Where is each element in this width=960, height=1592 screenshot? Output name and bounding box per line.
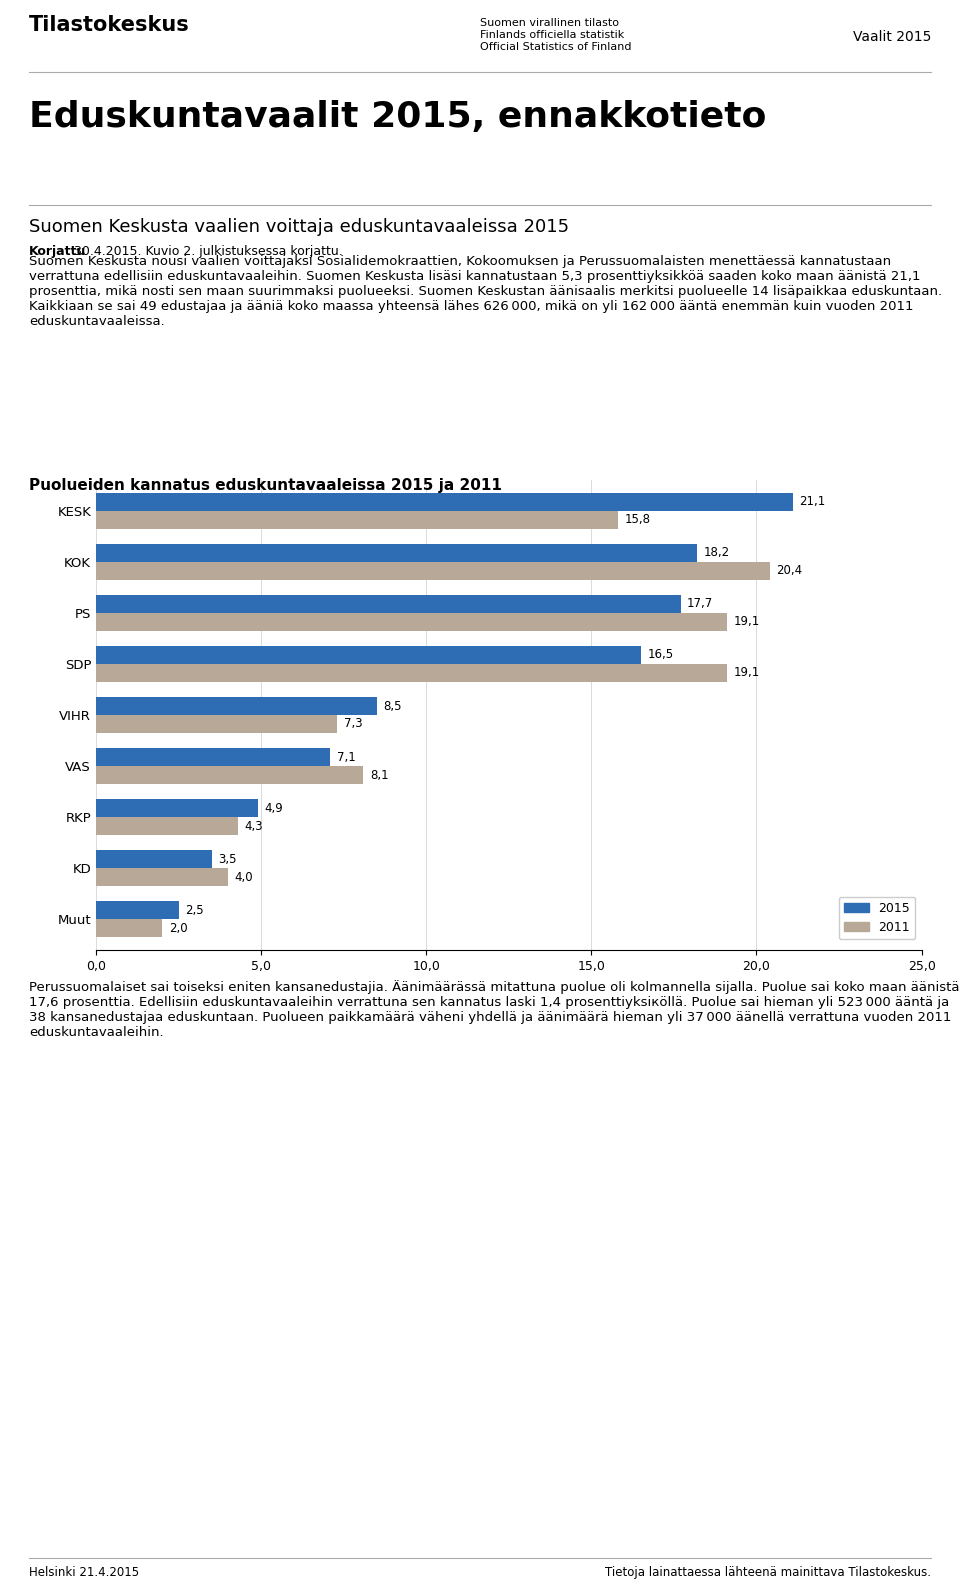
Bar	[96, 766, 364, 783]
Legend: 2015, 2011: 2015, 2011	[839, 896, 915, 939]
Text: 4,3: 4,3	[245, 820, 263, 833]
Text: 7,3: 7,3	[344, 718, 362, 731]
Text: 3,5: 3,5	[218, 853, 237, 866]
Text: 20,4: 20,4	[777, 564, 803, 578]
Text: 2,5: 2,5	[185, 904, 204, 917]
Bar	[96, 613, 727, 630]
Text: Puolueiden kannatus eduskuntavaaleissa 2015 ja 2011: Puolueiden kannatus eduskuntavaaleissa 2…	[29, 478, 502, 494]
Text: 8,1: 8,1	[371, 769, 389, 782]
Bar	[96, 799, 258, 817]
Text: 30.4.2015. Kuvio 2. julkistuksessa korjattu.: 30.4.2015. Kuvio 2. julkistuksessa korja…	[70, 245, 343, 258]
Text: Tietoja lainattaessa lähteenä mainittava Tilastokeskus.: Tietoja lainattaessa lähteenä mainittava…	[605, 1567, 931, 1579]
Bar	[96, 544, 697, 562]
Bar	[96, 494, 793, 511]
Text: 16,5: 16,5	[647, 648, 674, 661]
Bar	[96, 919, 162, 938]
Text: Eduskuntavaalit 2015, ennakkotieto: Eduskuntavaalit 2015, ennakkotieto	[29, 100, 766, 134]
Text: 2,0: 2,0	[169, 922, 187, 935]
Text: Perussuomalaiset sai toiseksi eniten kansanedustajia. Äänimäärässä mitattuna puo: Perussuomalaiset sai toiseksi eniten kan…	[29, 981, 959, 1040]
Text: 8,5: 8,5	[383, 699, 402, 713]
Text: Finlands officiella statistik: Finlands officiella statistik	[480, 30, 624, 40]
Text: Suomen virallinen tilasto: Suomen virallinen tilasto	[480, 18, 619, 29]
Text: 4,0: 4,0	[234, 871, 253, 884]
Bar	[96, 511, 618, 529]
Text: 17,7: 17,7	[687, 597, 713, 610]
Bar	[96, 868, 228, 887]
Bar	[96, 664, 727, 681]
Text: Vaalit 2015: Vaalit 2015	[852, 30, 931, 45]
Bar	[96, 817, 238, 836]
Bar	[96, 595, 681, 613]
Text: Suomen Keskusta vaalien voittaja eduskuntavaaleissa 2015: Suomen Keskusta vaalien voittaja eduskun…	[29, 218, 569, 236]
Text: Tilastokeskus: Tilastokeskus	[29, 14, 189, 35]
Text: 7,1: 7,1	[337, 751, 356, 764]
Text: 4,9: 4,9	[264, 802, 283, 815]
Bar	[96, 697, 376, 715]
Bar	[96, 562, 770, 579]
Text: 15,8: 15,8	[624, 513, 650, 525]
Text: 19,1: 19,1	[733, 667, 759, 680]
Text: 19,1: 19,1	[733, 615, 759, 629]
Bar	[96, 901, 179, 919]
Bar	[96, 748, 330, 766]
Text: Official Statistics of Finland: Official Statistics of Finland	[480, 41, 632, 53]
Bar	[96, 715, 337, 732]
Text: 18,2: 18,2	[704, 546, 730, 559]
Bar	[96, 850, 211, 868]
Text: Helsinki 21.4.2015: Helsinki 21.4.2015	[29, 1567, 139, 1579]
Bar	[96, 646, 641, 664]
Text: Korjattu: Korjattu	[29, 245, 86, 258]
Text: Suomen Keskusta nousi vaalien voittajaksi Sosialidemokraattien, Kokoomuksen ja P: Suomen Keskusta nousi vaalien voittajaks…	[29, 255, 942, 328]
Text: 21,1: 21,1	[800, 495, 826, 508]
